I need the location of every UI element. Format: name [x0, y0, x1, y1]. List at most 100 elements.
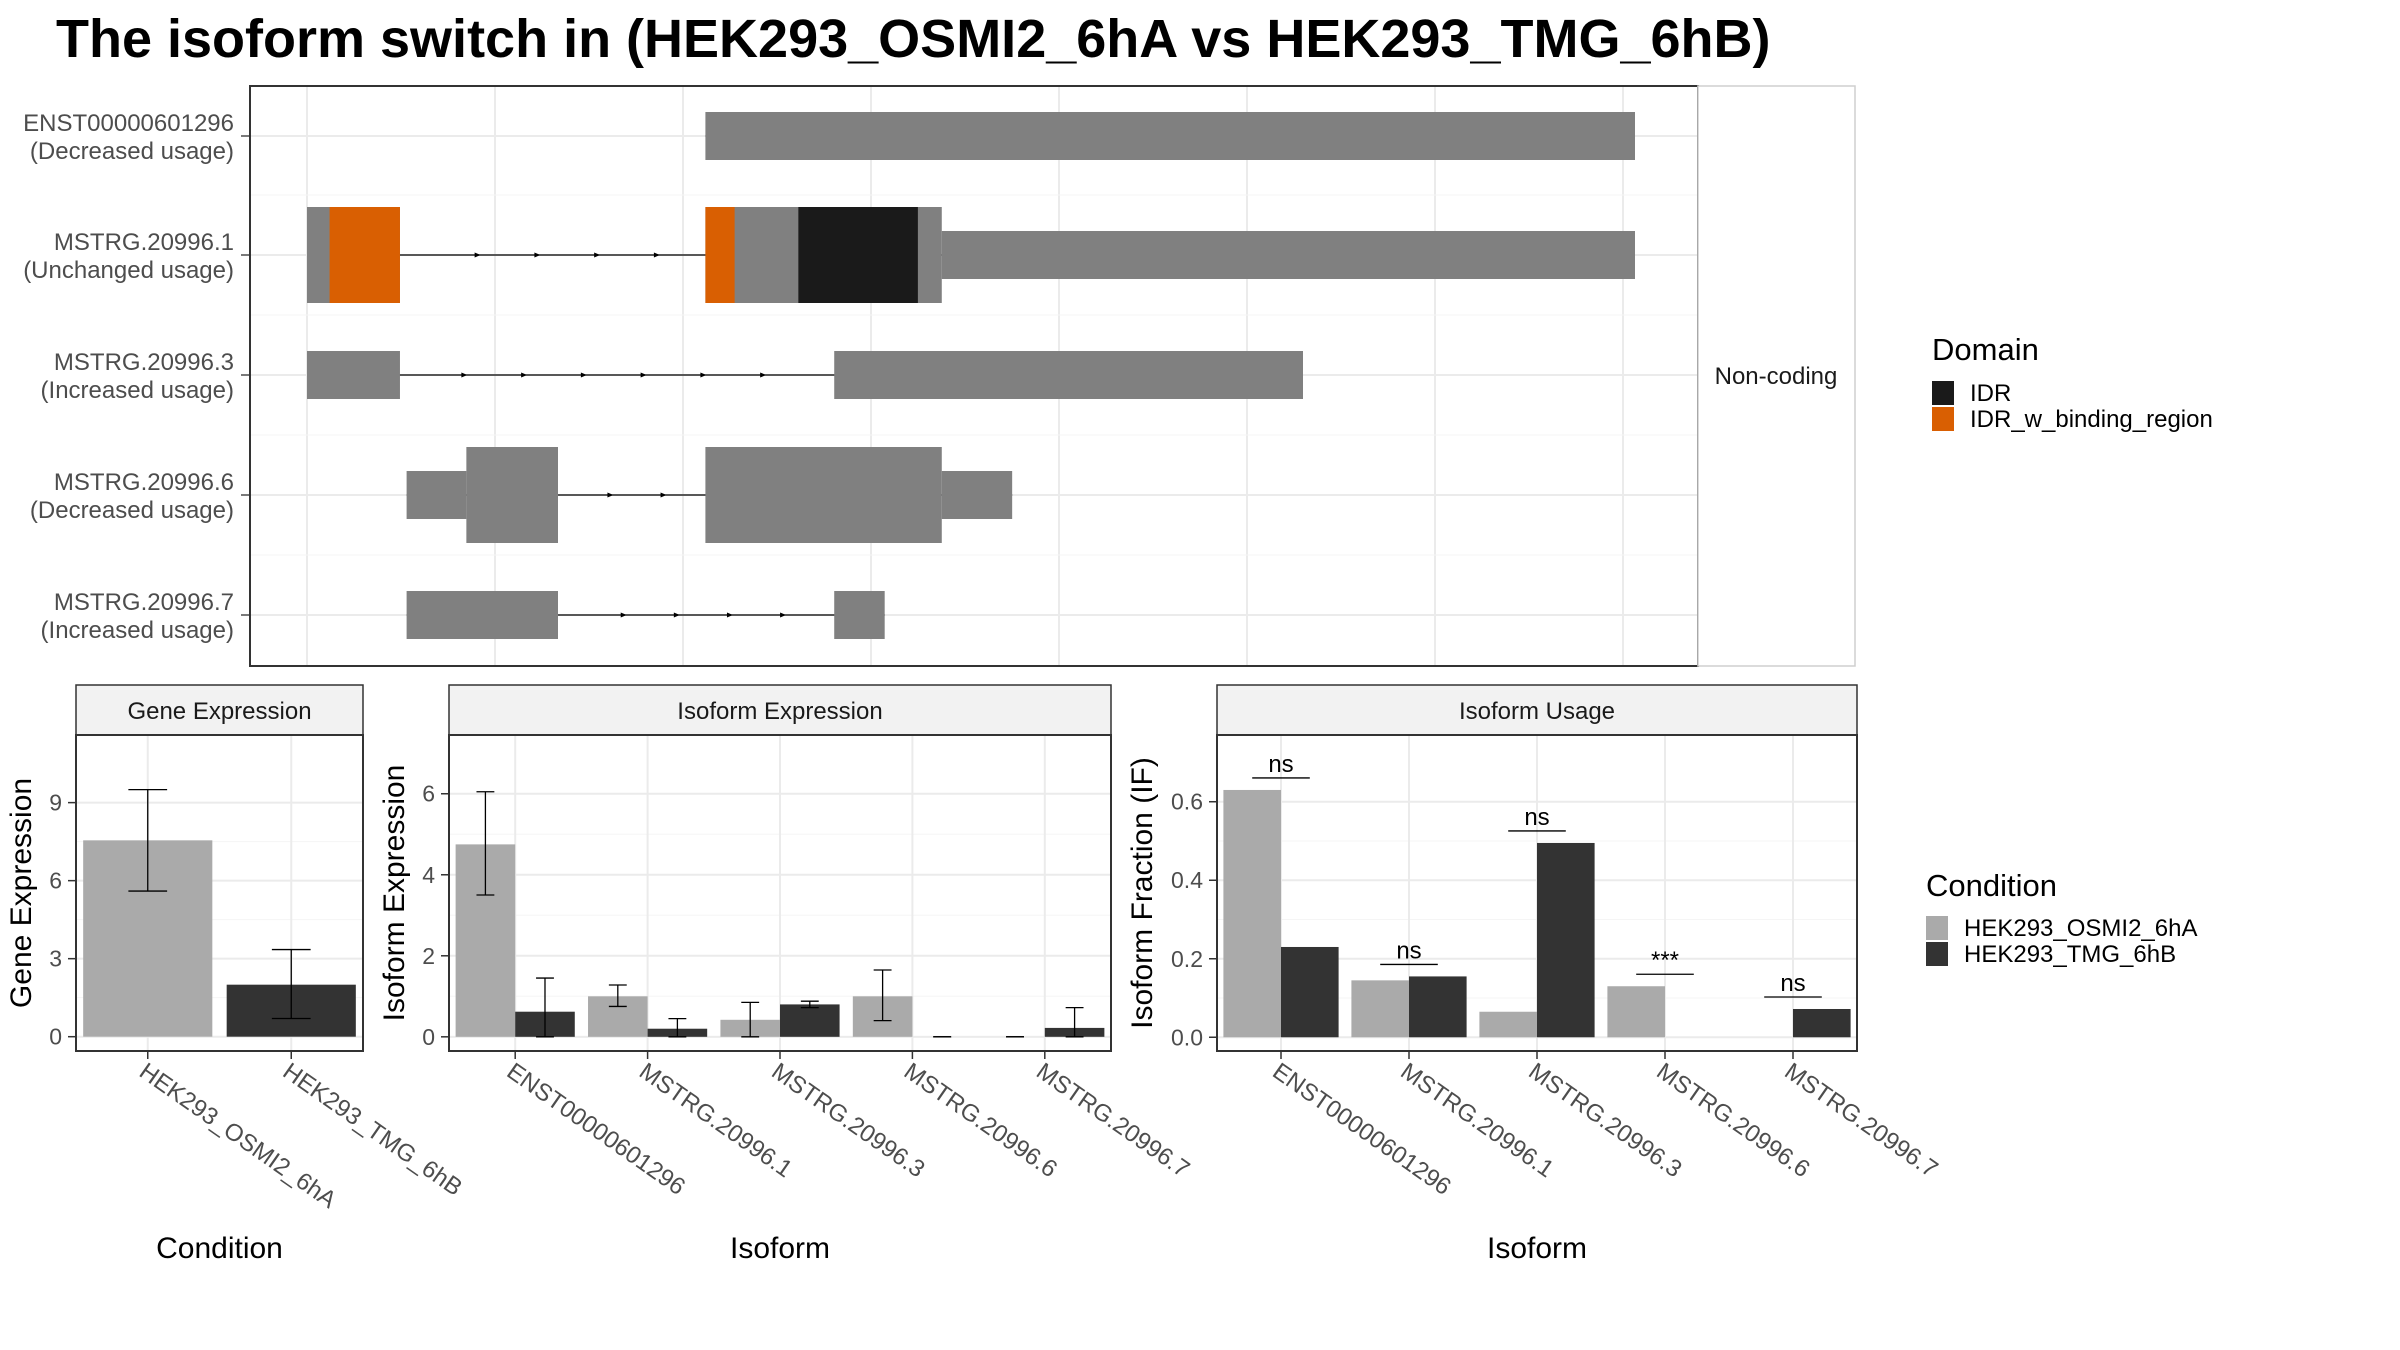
- y-tick-label: 0.6: [1171, 789, 1203, 815]
- chart-title: The isoform switch in (HEK293_OSMI2_6hA …: [56, 9, 1771, 69]
- intron-arrow: [660, 492, 667, 498]
- x-axis-title: Condition: [156, 1232, 283, 1265]
- transcript-MSTRG.20996.6: [406, 447, 1013, 543]
- y-tick-label: 2: [422, 943, 435, 969]
- x-axis-title: Isoform: [1487, 1232, 1587, 1265]
- bar: [1537, 842, 1595, 1038]
- y-axis-title: Gene Expression: [5, 778, 38, 1008]
- y-axis-title: Isoform Expression: [378, 765, 411, 1022]
- transcript-structure-panel: ENST00000601296(Decreased usage)MSTRG.20…: [23, 85, 1856, 667]
- bar: [780, 1004, 840, 1037]
- legend-condition-key: [1926, 942, 1948, 966]
- transcript-usage-label: (Unchanged usage): [23, 257, 234, 284]
- intron-arrow: [607, 492, 614, 498]
- intron-arrow: [521, 372, 528, 378]
- transcript-id-label: MSTRG.20996.1: [54, 229, 234, 256]
- domain-IDR_w_binding_region: [329, 207, 400, 303]
- bar: [1281, 946, 1339, 1038]
- intron-arrow: [620, 612, 627, 618]
- y-tick-label: 0: [49, 1024, 62, 1050]
- transcript-id-label: ENST00000601296: [23, 110, 234, 137]
- domain-IDR_w_binding_region: [705, 207, 735, 303]
- exon: [705, 112, 1635, 160]
- y-tick-label: 6: [49, 868, 62, 894]
- legend-condition-label: HEK293_TMG_6hB: [1964, 941, 2176, 968]
- panel-title: Isoform Expression: [677, 698, 882, 725]
- intron-arrow: [461, 372, 468, 378]
- significance-label: ns: [1396, 937, 1421, 964]
- transcript-usage-label: (Increased usage): [41, 377, 234, 404]
- y-tick-label: 0.0: [1171, 1024, 1203, 1050]
- y-tick-label: 0.2: [1171, 946, 1203, 972]
- legend-domain-key: [1932, 407, 1954, 431]
- panel-strip: [75, 684, 364, 736]
- bar: [1409, 976, 1467, 1038]
- y-tick-label: 6: [422, 781, 435, 807]
- transcript-MSTRG.20996.1: [307, 207, 1635, 303]
- intron-arrow: [760, 372, 767, 378]
- transcript-MSTRG.20996.3: [307, 351, 1303, 399]
- bar: [1793, 1008, 1851, 1038]
- domain-IDR: [798, 207, 918, 303]
- transcript-id-label: MSTRG.20996.6: [54, 469, 234, 496]
- panel-border: [75, 734, 364, 1052]
- exon: [941, 231, 1635, 279]
- intron-arrow: [580, 372, 587, 378]
- legend-condition-title: Condition: [1926, 868, 2057, 903]
- exon: [406, 471, 467, 519]
- exon: [705, 447, 942, 543]
- y-tick-label: 0.4: [1171, 867, 1203, 893]
- y-tick-label: 0: [422, 1024, 435, 1050]
- intron-arrow: [594, 252, 601, 258]
- exon: [466, 447, 558, 543]
- significance-label: ns: [1268, 751, 1293, 778]
- isoform-usage-panel: Isoform Usagensnsns***ns0.00.20.40.6ENST…: [1126, 684, 1943, 1265]
- y-axis-title: Isoform Fraction (IF): [1126, 757, 1159, 1029]
- legend-domain-label: IDR_w_binding_region: [1970, 406, 2213, 433]
- legend-condition-key: [1926, 916, 1948, 940]
- transcript-usage-label: (Increased usage): [41, 617, 234, 644]
- significance-label: ns: [1780, 970, 1805, 997]
- exon: [307, 351, 400, 399]
- transcript-MSTRG.20996.7: [406, 591, 885, 639]
- y-tick-label: 9: [49, 790, 62, 816]
- y-tick-label: 3: [49, 946, 62, 972]
- transcript-id-label: MSTRG.20996.7: [54, 589, 234, 616]
- significance-label: ns: [1524, 804, 1549, 831]
- legend-domain-title: Domain: [1932, 332, 2039, 367]
- exon: [406, 591, 558, 639]
- intron-arrow: [640, 372, 647, 378]
- legend-condition-label: HEK293_OSMI2_6hA: [1964, 915, 2197, 942]
- exon: [834, 591, 885, 639]
- facet-strip: [1697, 85, 1856, 667]
- bar: [1351, 980, 1409, 1038]
- intron-arrow: [780, 612, 787, 618]
- panel-strip: [1216, 684, 1858, 736]
- x-axis-title: Isoform: [730, 1232, 830, 1265]
- bar: [1607, 986, 1665, 1038]
- isoform-expression-panel: Isoform Expression0246ENST00000601296MST…: [378, 684, 1194, 1265]
- transcript-id-label: MSTRG.20996.3: [54, 349, 234, 376]
- panel-title: Isoform Usage: [1459, 698, 1615, 725]
- intron-arrow: [474, 252, 481, 258]
- transcript-ENST00000601296: [705, 112, 1635, 160]
- exon: [834, 351, 1303, 399]
- intron-arrow: [726, 612, 733, 618]
- intron-arrow: [700, 372, 707, 378]
- legend-domain-key: [1932, 381, 1954, 405]
- y-tick-label: 4: [422, 862, 435, 888]
- intron-arrow: [534, 252, 541, 258]
- exon: [941, 471, 1013, 519]
- transcript-usage-label: (Decreased usage): [30, 497, 234, 524]
- intron-arrow: [653, 252, 660, 258]
- facet-label: Non-coding: [1715, 363, 1838, 390]
- transcript-usage-label: (Decreased usage): [30, 138, 234, 165]
- bar: [1479, 1011, 1537, 1038]
- legend-domain-label: IDR: [1970, 380, 2011, 407]
- intron-arrow: [673, 612, 680, 618]
- panel-title: Gene Expression: [127, 698, 311, 725]
- bar: [1223, 789, 1281, 1038]
- significance-label: ***: [1651, 947, 1679, 974]
